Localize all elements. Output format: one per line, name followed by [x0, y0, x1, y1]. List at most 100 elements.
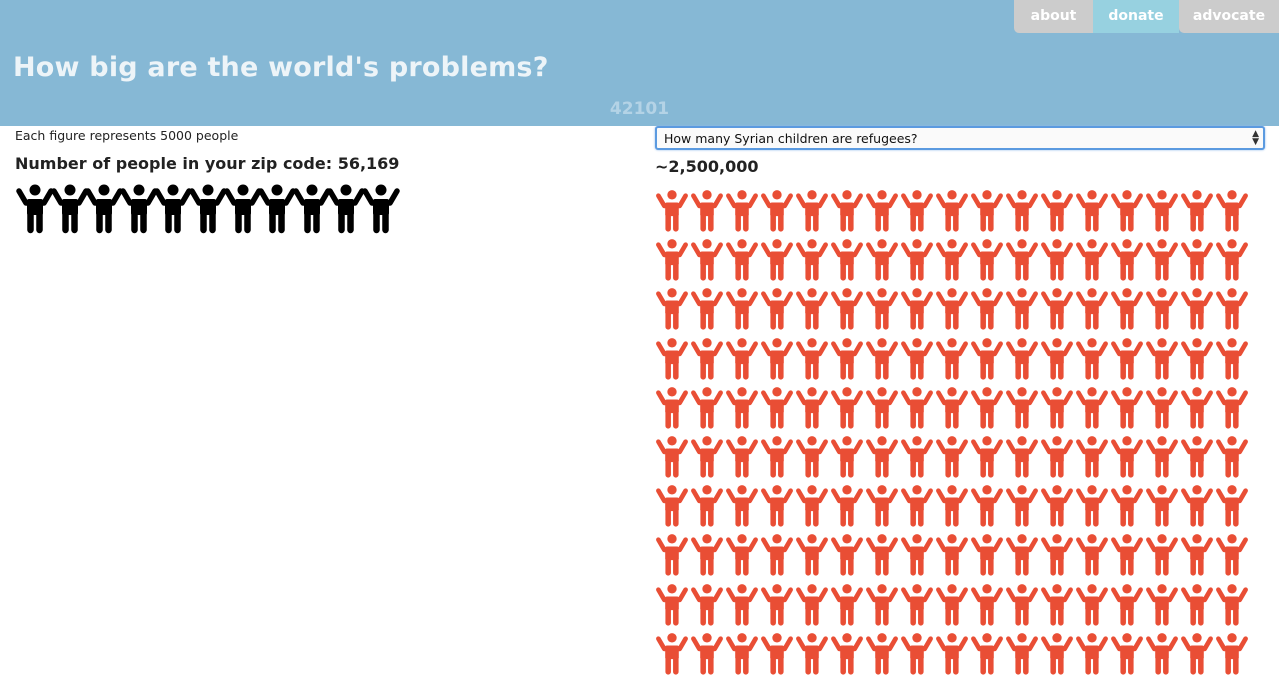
person-arms-raised-icon	[1075, 631, 1109, 677]
person-arms-raised-icon	[1110, 385, 1144, 431]
person-arms-raised-icon	[760, 532, 794, 578]
person-arms-raised-icon	[970, 188, 1004, 234]
top-nav: about donate advocate	[1014, 0, 1279, 33]
person-arms-raised-icon	[119, 184, 159, 234]
donate-button[interactable]: donate	[1093, 0, 1179, 33]
person-arms-raised-icon	[1110, 188, 1144, 234]
person-arms-raised-icon	[935, 385, 969, 431]
person-arms-raised-icon	[655, 434, 689, 480]
person-arms-raised-icon	[1040, 385, 1074, 431]
person-arms-raised-icon	[830, 385, 864, 431]
person-arms-raised-icon	[1005, 582, 1039, 628]
person-arms-raised-icon	[1075, 336, 1109, 382]
person-arms-raised-icon	[1075, 286, 1109, 332]
person-arms-raised-icon	[1215, 582, 1249, 628]
person-arms-raised-icon	[1180, 483, 1214, 529]
person-arms-raised-icon	[760, 188, 794, 234]
person-arms-raised-icon	[760, 336, 794, 382]
person-arms-raised-icon	[1180, 237, 1214, 283]
person-arms-raised-icon	[1180, 434, 1214, 480]
person-arms-raised-icon	[900, 532, 934, 578]
person-arms-raised-icon	[865, 385, 899, 431]
person-arms-raised-icon	[795, 336, 829, 382]
person-arms-raised-icon	[760, 286, 794, 332]
person-arms-raised-icon	[326, 184, 366, 234]
person-arms-raised-icon	[725, 631, 759, 677]
person-arms-raised-icon	[223, 184, 263, 234]
person-arms-raised-icon	[935, 237, 969, 283]
person-arms-raised-icon	[760, 237, 794, 283]
person-arms-raised-icon	[1075, 582, 1109, 628]
person-arms-raised-icon	[970, 385, 1004, 431]
question-select-value: How many Syrian children are refugees?	[664, 131, 918, 146]
person-arms-raised-icon	[1180, 188, 1214, 234]
person-arms-raised-icon	[795, 483, 829, 529]
about-button[interactable]: about	[1014, 0, 1093, 33]
person-arms-raised-icon	[1110, 631, 1144, 677]
person-arms-raised-icon	[1005, 237, 1039, 283]
person-arms-raised-icon	[1005, 336, 1039, 382]
person-arms-raised-icon	[655, 286, 689, 332]
person-arms-raised-icon	[153, 184, 193, 234]
person-arms-raised-icon	[50, 184, 90, 234]
person-arms-raised-icon	[795, 237, 829, 283]
person-arms-raised-icon	[1005, 631, 1039, 677]
person-arms-raised-icon	[830, 286, 864, 332]
person-arms-raised-icon	[257, 184, 297, 234]
person-arms-raised-icon	[725, 385, 759, 431]
advocate-button[interactable]: advocate	[1179, 0, 1279, 33]
person-arms-raised-icon	[1215, 385, 1249, 431]
person-arms-raised-icon	[1215, 532, 1249, 578]
person-arms-raised-icon	[865, 532, 899, 578]
person-arms-raised-icon	[830, 336, 864, 382]
person-arms-raised-icon	[865, 434, 899, 480]
person-arms-raised-icon	[970, 532, 1004, 578]
zip-figures-row	[15, 184, 435, 236]
person-arms-raised-icon	[865, 582, 899, 628]
person-arms-raised-icon	[1180, 532, 1214, 578]
person-arms-raised-icon	[795, 532, 829, 578]
person-arms-raised-icon	[795, 631, 829, 677]
person-arms-raised-icon	[1145, 188, 1179, 234]
question-select[interactable]: How many Syrian children are refugees? ▲…	[655, 126, 1265, 150]
person-arms-raised-icon	[1005, 483, 1039, 529]
person-arms-raised-icon	[690, 237, 724, 283]
person-arms-raised-icon	[1005, 532, 1039, 578]
person-arms-raised-icon	[655, 385, 689, 431]
person-arms-raised-icon	[1040, 582, 1074, 628]
person-arms-raised-icon	[1180, 336, 1214, 382]
person-arms-raised-icon	[725, 188, 759, 234]
person-arms-raised-icon	[725, 582, 759, 628]
person-arms-raised-icon	[795, 582, 829, 628]
person-arms-raised-icon	[690, 286, 724, 332]
person-arms-raised-icon	[1040, 532, 1074, 578]
person-arms-raised-icon	[1145, 237, 1179, 283]
zip-population-count: Number of people in your zip code: 56,16…	[15, 154, 400, 173]
person-arms-raised-icon	[760, 385, 794, 431]
select-arrows-icon: ▲ ▼	[1252, 129, 1259, 147]
person-arms-raised-icon	[1215, 434, 1249, 480]
person-arms-raised-icon	[900, 385, 934, 431]
page-title: How big are the world's problems?	[13, 52, 549, 83]
person-arms-raised-icon	[725, 434, 759, 480]
person-arms-raised-icon	[795, 385, 829, 431]
site-header: about donate advocate How big are the wo…	[0, 0, 1279, 126]
person-arms-raised-icon	[1215, 483, 1249, 529]
answer-figures-grid	[655, 188, 1255, 677]
person-arms-raised-icon	[900, 582, 934, 628]
person-arms-raised-icon	[690, 188, 724, 234]
person-arms-raised-icon	[1040, 434, 1074, 480]
person-arms-raised-icon	[935, 483, 969, 529]
person-arms-raised-icon	[1110, 336, 1144, 382]
person-arms-raised-icon	[935, 631, 969, 677]
person-arms-raised-icon	[1040, 631, 1074, 677]
person-arms-raised-icon	[865, 336, 899, 382]
person-arms-raised-icon	[292, 184, 332, 234]
person-arms-raised-icon	[15, 184, 55, 234]
person-arms-raised-icon	[900, 631, 934, 677]
person-arms-raised-icon	[84, 184, 124, 234]
person-arms-raised-icon	[1145, 385, 1179, 431]
person-arms-raised-icon	[970, 434, 1004, 480]
person-arms-raised-icon	[655, 237, 689, 283]
person-arms-raised-icon	[970, 582, 1004, 628]
